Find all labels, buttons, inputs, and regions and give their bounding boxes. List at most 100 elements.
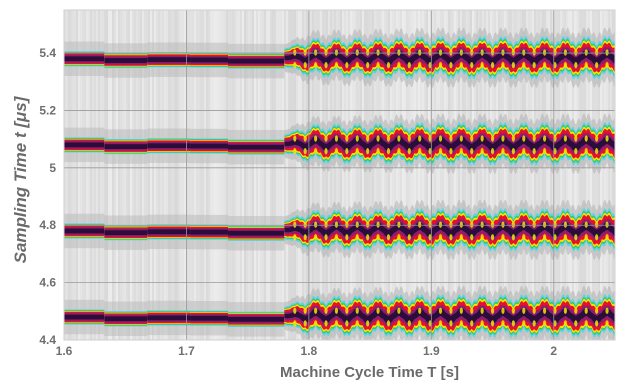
oscillation-node: [397, 148, 401, 155]
texture-stripe: [554, 10, 556, 340]
band-segment: [190, 315, 229, 321]
oscillation-node: [366, 307, 370, 314]
oscillation-node: [366, 49, 370, 56]
oscillation-node: [501, 61, 505, 69]
texture-stripe: [296, 10, 298, 340]
oscillation-node: [407, 49, 411, 56]
oscillation-node: [293, 148, 297, 155]
oscillation-node: [438, 320, 443, 327]
texture-stripe: [386, 10, 388, 340]
texture-stripe: [346, 10, 348, 340]
x-axis-label: Machine Cycle Time T [s]: [280, 364, 459, 381]
oscillation-node: [605, 234, 609, 241]
oscillation-node: [480, 234, 484, 241]
texture-stripe: [122, 10, 124, 340]
oscillation-node: [293, 320, 297, 327]
oscillation-node: [334, 135, 339, 142]
oscillation-node: [511, 221, 515, 228]
texture-stripe: [548, 10, 550, 340]
oscillation-node: [574, 234, 578, 241]
oscillation-node: [522, 135, 526, 142]
texture-stripe: [140, 10, 142, 340]
oscillation-node: [595, 148, 599, 155]
texture-stripe: [438, 10, 440, 340]
texture-stripe: [248, 10, 250, 340]
oscillation-node: [501, 49, 505, 56]
oscillation-node: [438, 49, 443, 56]
texture-stripe: [376, 10, 378, 340]
oscillation-node: [418, 148, 422, 155]
texture-stripe: [90, 10, 92, 340]
texture-stripe: [570, 10, 572, 340]
texture-stripe: [536, 10, 538, 340]
oscillation-node: [605, 221, 609, 228]
band-segment: [147, 315, 191, 321]
y-tick-label: 5.4: [39, 46, 56, 60]
oscillation-node: [511, 320, 515, 327]
oscillation-node: [355, 135, 359, 142]
texture-stripe: [326, 10, 328, 340]
texture-stripe: [342, 10, 344, 340]
texture-stripe: [202, 10, 204, 340]
texture-stripe: [494, 10, 496, 340]
oscillation-node: [428, 221, 432, 228]
oscillation-node: [355, 320, 359, 327]
oscillation-node: [293, 49, 297, 56]
plot-frame: [63, 9, 616, 341]
texture-stripe: [80, 10, 82, 340]
oscillation-node: [584, 307, 588, 314]
oscillation-node: [334, 49, 339, 56]
oscillation-node: [532, 320, 536, 327]
band-oscillation: [284, 222, 615, 237]
oscillation-node: [438, 221, 443, 228]
texture-stripe: [590, 10, 592, 340]
oscillation-node: [386, 135, 391, 142]
oscillation-node: [449, 234, 453, 241]
oscillation-node: [397, 307, 401, 314]
oscillation-node: [355, 61, 359, 69]
oscillation-node: [293, 135, 297, 142]
y-axis-label: Sampling Time t [μs]: [11, 95, 30, 263]
texture-stripe: [130, 10, 132, 340]
x-tick-label: 1.6: [56, 344, 73, 358]
texture-stripe: [596, 10, 598, 340]
oscillation-node: [303, 61, 307, 69]
texture-stripe: [278, 10, 280, 340]
texture-stripe: [464, 10, 466, 340]
oscillation-node: [407, 148, 411, 155]
oscillation-node: [584, 61, 588, 69]
texture-stripe: [514, 10, 516, 340]
oscillation-node: [542, 320, 547, 327]
oscillation-node: [553, 221, 557, 228]
texture-stripe: [344, 10, 346, 340]
oscillation-node: [314, 49, 318, 56]
signal-band: [64, 27, 615, 88]
texture-stripe: [70, 10, 72, 340]
texture-stripe: [108, 10, 110, 340]
oscillation-node: [449, 148, 453, 155]
texture-stripe: [574, 10, 576, 340]
oscillation-node: [303, 221, 307, 228]
band-segment: [64, 56, 105, 62]
texture-stripe: [142, 10, 144, 340]
texture-stripe: [302, 10, 304, 340]
oscillation-node: [293, 234, 297, 241]
texture-stripe: [390, 10, 392, 340]
texture-stripe: [558, 10, 560, 340]
oscillation-node: [522, 320, 526, 327]
texture-stripe: [382, 10, 384, 340]
texture-stripe: [468, 10, 470, 340]
grid-lines: [63, 9, 616, 341]
band-oscillation: [284, 136, 615, 151]
texture-stripe: [124, 10, 126, 340]
texture-stripe: [482, 10, 484, 340]
band-segment: [190, 57, 229, 63]
oscillation-node: [470, 135, 474, 142]
texture-stripe: [520, 10, 522, 340]
texture-stripe: [592, 10, 594, 340]
oscillation-node: [490, 234, 495, 241]
texture-stripe: [148, 10, 150, 340]
band-oscillation: [284, 50, 615, 65]
oscillation-node: [418, 61, 422, 69]
